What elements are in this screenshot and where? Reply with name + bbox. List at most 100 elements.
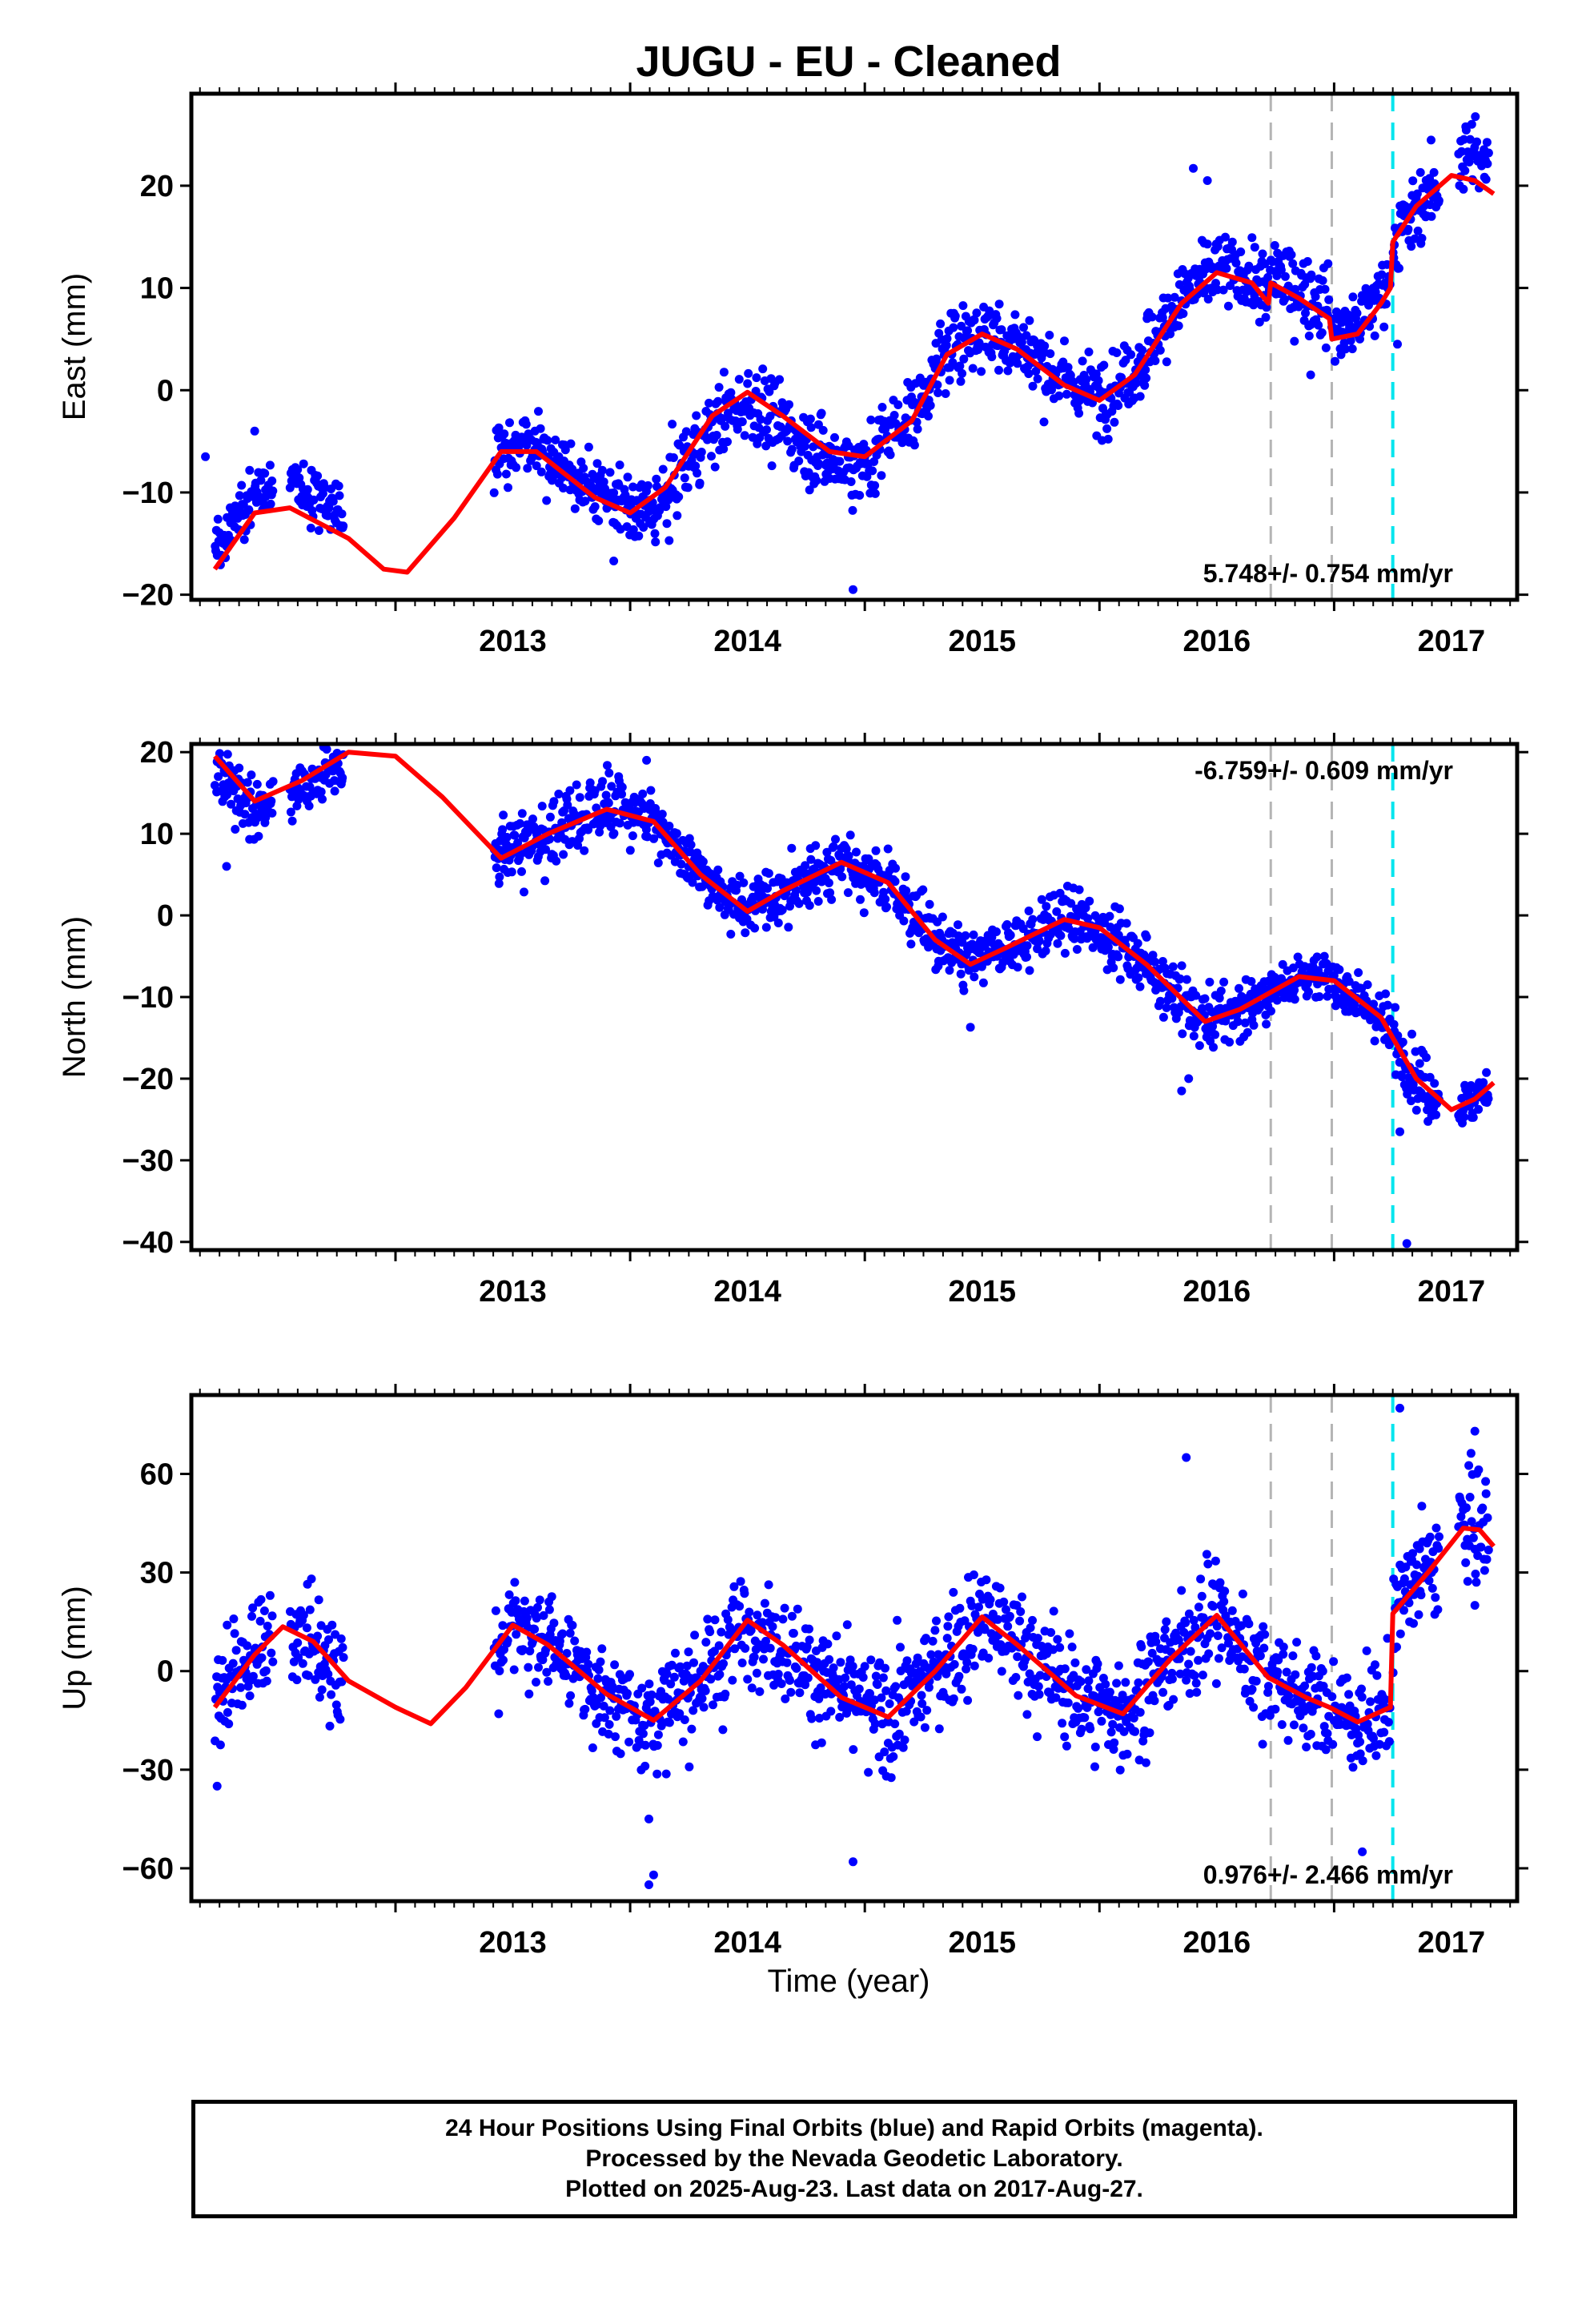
- east-data-point: [1247, 233, 1257, 243]
- up-data-point: [986, 1595, 995, 1604]
- up-data-point: [1384, 1737, 1394, 1747]
- north-data-point: [601, 790, 611, 800]
- up-data-point: [1151, 1637, 1161, 1647]
- up-data-point: [807, 1714, 817, 1723]
- east-data-point: [628, 482, 638, 492]
- east-data-point: [1138, 345, 1147, 355]
- north-data-point: [761, 923, 771, 932]
- north-data-point: [901, 872, 910, 882]
- east-data-point: [958, 368, 967, 378]
- north-data-point: [537, 802, 547, 811]
- up-data-point: [1190, 1671, 1199, 1680]
- north-data-point: [1225, 1037, 1235, 1047]
- north-data-point: [322, 745, 331, 754]
- east-data-point: [1142, 373, 1151, 383]
- up-data-point: [926, 1650, 936, 1659]
- up-data-point: [1194, 1602, 1203, 1612]
- up-data-point: [236, 1683, 246, 1692]
- east-data-point: [1013, 359, 1022, 368]
- north-data-point: [845, 830, 855, 840]
- east-data-point: [721, 421, 730, 431]
- north-data-point: [227, 799, 236, 809]
- north-data-point: [1329, 971, 1339, 980]
- up-data-point: [1434, 1543, 1443, 1553]
- east-data-point: [1040, 341, 1050, 351]
- east-data-point: [968, 364, 978, 373]
- up-data-point: [532, 1614, 541, 1623]
- up-data-point: [1013, 1652, 1022, 1662]
- east-data-point: [936, 319, 946, 328]
- north-data-point: [1460, 1112, 1469, 1122]
- up-data-point: [1355, 1749, 1365, 1759]
- up-data-point: [1034, 1682, 1043, 1691]
- north-data-point: [1384, 1040, 1394, 1050]
- east-data-point: [1121, 356, 1130, 365]
- north-data-point: [517, 809, 527, 818]
- up-data-point: [1414, 1610, 1423, 1619]
- up-data-point: [1145, 1728, 1154, 1738]
- east-data-point: [1203, 295, 1213, 304]
- east-data-point: [1019, 323, 1028, 332]
- up-data-point: [689, 1658, 698, 1667]
- east-ytick-label: −10: [122, 476, 174, 510]
- north-data-point: [517, 866, 526, 876]
- up-data-point: [826, 1707, 836, 1716]
- north-data-point: [825, 888, 835, 898]
- up-data-point: [1122, 1749, 1132, 1759]
- up-data-point: [1462, 1503, 1471, 1513]
- up-data-point: [1249, 1703, 1259, 1712]
- up-data-points: [211, 1403, 1493, 1889]
- north-data-point: [1191, 991, 1201, 1000]
- up-data-point: [1108, 1719, 1118, 1729]
- north-data-point: [1178, 1029, 1187, 1039]
- up-data-point: [261, 1666, 271, 1675]
- up-data-point: [881, 1686, 891, 1695]
- east-data-point: [877, 471, 886, 480]
- north-data-point: [1024, 907, 1034, 915]
- up-data-point: [968, 1644, 978, 1654]
- east-data-point: [584, 442, 593, 452]
- north-data-point: [210, 781, 219, 790]
- up-data-point: [894, 1729, 904, 1739]
- east-data-point: [1352, 308, 1362, 318]
- north-data-point: [959, 986, 969, 995]
- east-data-point: [1311, 292, 1320, 301]
- east-data-point: [560, 445, 570, 455]
- east-data-point: [1370, 331, 1379, 340]
- east-data-point: [1263, 272, 1273, 282]
- up-data-point: [666, 1679, 676, 1689]
- up-data-point: [1011, 1673, 1021, 1682]
- north-data-point: [267, 808, 277, 818]
- up-data-point: [969, 1570, 978, 1579]
- up-data-point: [1109, 1745, 1118, 1754]
- east-data-point: [818, 425, 828, 435]
- north-data-point: [1430, 1079, 1439, 1088]
- up-data-point: [974, 1602, 983, 1612]
- north-data-point: [715, 903, 725, 912]
- up-data-point: [805, 1624, 813, 1634]
- north-data-point: [1278, 959, 1287, 969]
- east-data-point: [328, 497, 338, 506]
- up-data-point: [835, 1712, 845, 1722]
- panel-up: −60 −30 0 30 60 2013 2014 2015 2016 2017 Up (mm) 0.…: [57, 1384, 1528, 1960]
- up-data-point: [685, 1762, 694, 1771]
- east-data-point: [977, 367, 986, 376]
- up-data-point: [1055, 1642, 1065, 1652]
- north-data-point: [1142, 932, 1151, 942]
- up-data-point: [259, 1606, 269, 1615]
- east-data-point: [942, 334, 952, 344]
- up-data-point: [764, 1580, 773, 1590]
- up-data-point: [533, 1602, 542, 1612]
- north-data-point: [864, 854, 873, 863]
- north-data-point: [883, 844, 893, 854]
- up-data-point: [267, 1648, 276, 1658]
- north-data-point: [750, 923, 760, 933]
- east-data-point: [303, 485, 312, 494]
- up-model-line: [212, 1526, 1496, 1727]
- up-data-point: [768, 1622, 777, 1631]
- up-data-point: [795, 1688, 805, 1698]
- up-data-point: [1227, 1606, 1237, 1615]
- east-data-point: [1082, 375, 1091, 384]
- north-data-point: [1267, 1007, 1275, 1015]
- up-data-point: [723, 1615, 733, 1624]
